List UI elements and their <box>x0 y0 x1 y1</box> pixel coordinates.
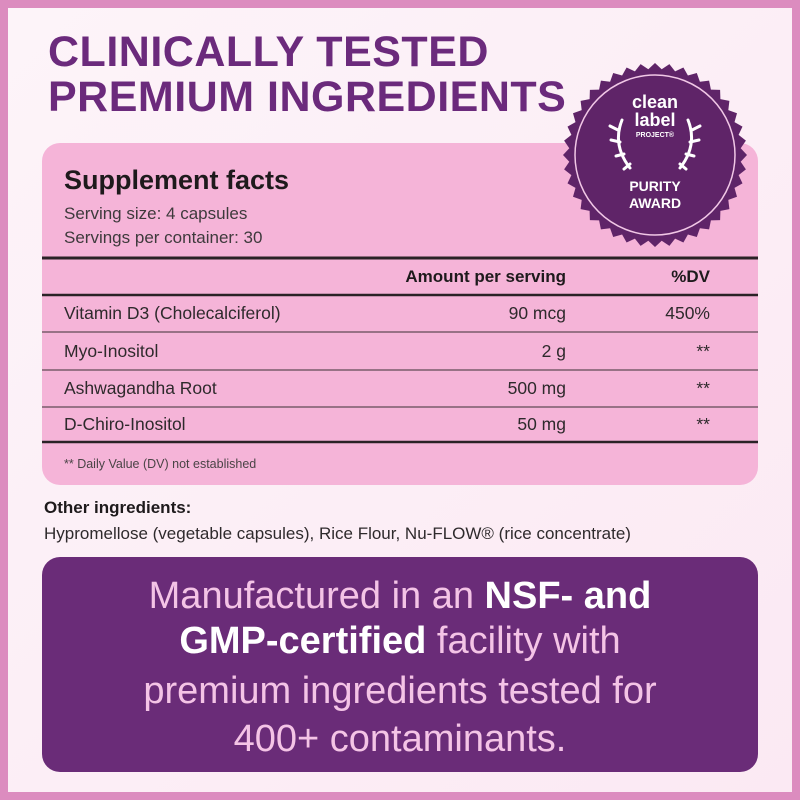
daily-value: ** <box>696 341 710 361</box>
amount: 90 mcg <box>509 303 566 323</box>
banner-segment: Manufactured in an <box>149 575 485 617</box>
badge-ring <box>574 74 736 236</box>
banner-segment: 400+ contaminants. <box>234 718 567 760</box>
banner-segment: GMP-certified <box>179 620 426 662</box>
badge-text: AWARD <box>629 195 681 211</box>
badge: clean label PROJECT® PURITY AWARD <box>563 63 747 247</box>
title-line: PREMIUM INGREDIENTS <box>48 73 566 121</box>
badge-seal <box>563 63 747 247</box>
badge-text: PURITY <box>629 178 681 194</box>
serving-line: Servings per container: 30 <box>64 228 262 247</box>
nutrient-name: Myo-Inositol <box>64 341 158 361</box>
facts-title: Supplement facts <box>64 165 289 195</box>
banner-line: premium ingredients tested for <box>143 670 657 712</box>
nutrient-name: Vitamin D3 (Cholecalciferol) <box>64 303 281 323</box>
badge-text: label <box>634 110 675 130</box>
amount: 50 mg <box>517 414 566 434</box>
banner-box <box>42 557 758 772</box>
footnote: ** Daily Value (DV) not established <box>64 457 256 471</box>
column-header: Amount per serving <box>405 267 566 286</box>
serving-line: Serving size: 4 capsules <box>64 204 247 223</box>
badge-text: clean <box>632 92 678 112</box>
column-header: %DV <box>671 267 710 286</box>
banner-line: 400+ contaminants. <box>234 718 567 760</box>
other-heading: Other ingredients: <box>44 498 191 517</box>
daily-value: ** <box>696 378 710 398</box>
banner-segment: facility with <box>426 620 620 662</box>
title-line: CLINICALLY TESTED <box>48 28 489 76</box>
facts-box <box>42 143 758 485</box>
banner-line: Manufactured in an NSF- and <box>149 575 652 617</box>
other-text: Hypromellose (vegetable capsules), Rice … <box>44 524 631 543</box>
daily-value: ** <box>696 414 710 434</box>
nutrient-name: D-Chiro-Inositol <box>64 414 186 434</box>
daily-value: 450% <box>665 303 710 323</box>
banner-segment: NSF- and <box>485 575 652 617</box>
nutrient-name: Ashwagandha Root <box>64 378 217 398</box>
amount: 2 g <box>542 341 566 361</box>
banner-line: GMP-certified facility with <box>179 620 620 662</box>
laurel <box>608 118 702 171</box>
facts-rows: Vitamin D3 (Cholecalciferol) 90 mcg 450% My… <box>42 303 758 434</box>
badge-text: PROJECT® <box>636 131 675 139</box>
banner-segment: premium ingredients tested for <box>143 670 657 712</box>
banner: Manufactured in an NSF- andGMP-certified… <box>143 575 657 760</box>
amount: 500 mg <box>508 378 566 398</box>
